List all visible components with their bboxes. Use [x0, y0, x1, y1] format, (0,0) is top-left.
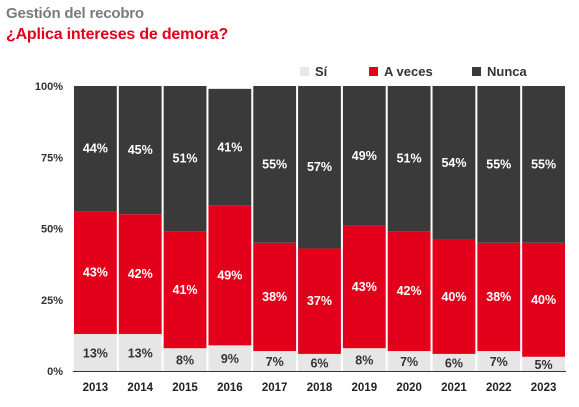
x-tick-label: 2017 [262, 382, 288, 394]
data-label: 7% [490, 355, 508, 369]
data-label: 40% [441, 290, 466, 304]
data-label: 37% [307, 294, 332, 308]
x-tick-label: 2020 [396, 382, 422, 394]
legend: Sí A veces Nunca [0, 64, 579, 82]
bar-segment-2013-a-veces [74, 211, 117, 334]
y-tick-label: 50% [41, 224, 63, 236]
y-tick-label: 25% [41, 295, 63, 307]
bar-segment-2015-sí [163, 348, 207, 371]
bar-segment-2021-a-veces [432, 239, 476, 354]
legend-swatch-a-veces [369, 67, 378, 76]
bar-segment-2014-sí [118, 333, 162, 371]
chart-title: Gestión del recobro [6, 5, 144, 22]
legend-swatch-nunca [472, 67, 481, 76]
bar-segment-2020-nunca [387, 86, 431, 232]
bar-segment-2014-a-veces [118, 214, 162, 334]
y-tick-label: 0% [47, 366, 63, 378]
bar-segment-2016-sí [208, 345, 252, 371]
bar-segment-2019-a-veces [342, 225, 386, 349]
data-label: 38% [486, 290, 511, 304]
bar-segment-2022-sí [477, 351, 521, 371]
bar-segment-2013-sí [74, 333, 117, 371]
y-tick-label: 75% [41, 152, 63, 164]
bar-segment-2022-nunca [477, 86, 521, 243]
data-label: 6% [310, 356, 328, 370]
data-label: 43% [352, 280, 377, 294]
bar-segment-2016-nunca [208, 88, 252, 206]
legend-item-si: Sí [300, 64, 327, 79]
bar-segment-2020-a-veces [387, 231, 431, 352]
bar-segment-2023-nunca [522, 86, 565, 243]
bar-segment-2019-nunca [342, 86, 386, 226]
bar-segment-2019-sí [342, 348, 386, 371]
bar-segment-2017-sí [253, 351, 297, 371]
bar-segment-2017-a-veces [253, 242, 297, 352]
legend-label-si: Sí [315, 64, 328, 79]
data-label: 8% [355, 354, 373, 368]
y-tick-label: 100% [35, 81, 63, 93]
bar-segment-2022-a-veces [477, 242, 521, 352]
data-label: 40% [531, 293, 556, 307]
x-tick-label: 2016 [217, 382, 243, 394]
bar-segment-2021-nunca [432, 86, 476, 240]
bar-segment-2021-sí [432, 353, 476, 371]
bar-segment-2017-nunca [253, 86, 297, 243]
x-tick-label: 2014 [127, 382, 153, 394]
bar-segment-2020-sí [387, 351, 431, 371]
data-label: 5% [535, 358, 553, 372]
bar-segment-2014-nunca [118, 86, 162, 215]
data-label: 45% [128, 143, 153, 157]
data-label: 55% [486, 157, 511, 171]
x-tick-label: 2013 [83, 382, 109, 394]
bar-segment-2013-nunca [74, 86, 117, 212]
bar-segment-2016-a-veces [208, 205, 252, 346]
bar-segment-2018-a-veces [298, 248, 341, 354]
data-label: 55% [262, 157, 287, 171]
data-label: 43% [83, 266, 108, 280]
data-label: 49% [217, 269, 242, 283]
data-label: 9% [221, 352, 239, 366]
bar-segment-2015-a-veces [163, 231, 207, 349]
data-label: 42% [128, 267, 153, 281]
x-tick-label: 2015 [172, 382, 198, 394]
x-tick-label: 2023 [531, 382, 557, 394]
data-label: 6% [445, 356, 463, 370]
data-label: 41% [173, 283, 198, 297]
data-label: 44% [83, 142, 108, 156]
x-tick-label: 2018 [307, 382, 333, 394]
data-label: 54% [441, 156, 466, 170]
legend-swatch-si [300, 67, 309, 76]
legend-item-a-veces: A veces [369, 64, 433, 79]
data-label: 13% [83, 346, 108, 360]
x-tick-label: 2022 [486, 382, 512, 394]
chart-subtitle: ¿Aplica intereses de demora? [6, 26, 229, 43]
bar-segment-2023-a-veces [522, 242, 565, 357]
data-label: 8% [176, 354, 194, 368]
bar-segment-2023-sí [522, 356, 565, 371]
x-tick-label: 2019 [352, 382, 378, 394]
legend-item-nunca: Nunca [472, 64, 527, 79]
data-label: 57% [307, 160, 332, 174]
data-label: 13% [128, 346, 153, 360]
data-label: 41% [217, 140, 242, 154]
legend-label-a-veces: A veces [384, 64, 433, 79]
data-label: 51% [173, 152, 198, 166]
data-label: 49% [352, 149, 377, 163]
bar-segment-2015-nunca [163, 86, 207, 232]
data-label: 51% [397, 152, 422, 166]
data-label: 7% [400, 355, 418, 369]
x-tick-label: 2021 [441, 382, 467, 394]
data-label: 7% [266, 355, 284, 369]
bar-segment-2018-nunca [298, 86, 341, 249]
data-label: 55% [531, 157, 556, 171]
data-label: 38% [262, 290, 287, 304]
bar-segment-2018-sí [298, 353, 341, 371]
data-label: 42% [397, 284, 422, 298]
legend-label-nunca: Nunca [487, 64, 527, 79]
